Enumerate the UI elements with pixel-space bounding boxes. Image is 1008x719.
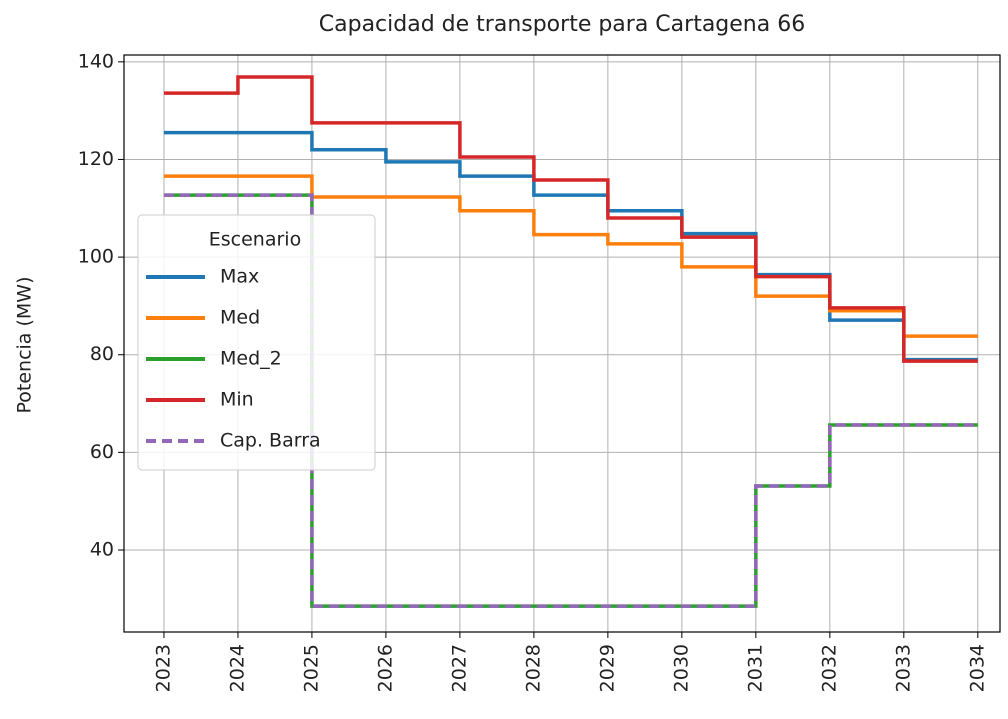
- x-tick-label: 2029: [596, 644, 618, 692]
- legend-title: Escenario: [209, 229, 301, 251]
- x-tick-label: 2034: [966, 644, 988, 692]
- legend-label: Cap. Barra: [220, 430, 321, 452]
- legend: Escenario Max Med Med_2 Min Cap. Barra: [137, 214, 376, 471]
- legend-label: Med: [220, 307, 260, 329]
- series-line: [163, 75, 978, 363]
- x-tick-label: 2024: [226, 644, 248, 692]
- x-tick-label: 2028: [522, 644, 544, 692]
- y-tick-label: 120: [78, 148, 114, 170]
- x-tick-label: 2023: [152, 644, 174, 692]
- x-tick-label: 2026: [374, 644, 396, 692]
- y-tick-label: 100: [78, 246, 114, 268]
- legend-label: Min: [220, 389, 254, 411]
- chart-title: Capacidad de transporte para Cartagena 6…: [319, 12, 805, 37]
- legend-label: Max: [220, 266, 259, 288]
- y-axis-label: Potencia (MW): [14, 277, 36, 414]
- series-line: [163, 193, 978, 608]
- y-tick-label: 80: [90, 343, 114, 365]
- x-tick-label: 2031: [744, 644, 766, 692]
- x-tick-label: 2033: [892, 644, 914, 692]
- x-tick-label: 2025: [300, 644, 322, 692]
- plot-frame: [123, 54, 1001, 633]
- legend-label: Med_2: [220, 348, 282, 370]
- y-tick-label: 40: [90, 538, 114, 560]
- x-tick-label: 2032: [818, 644, 840, 692]
- y-tick-label: 140: [78, 50, 114, 72]
- y-tick-label: 60: [90, 441, 114, 463]
- x-tick-label: 2027: [448, 644, 470, 692]
- x-tick-label: 2030: [670, 644, 692, 692]
